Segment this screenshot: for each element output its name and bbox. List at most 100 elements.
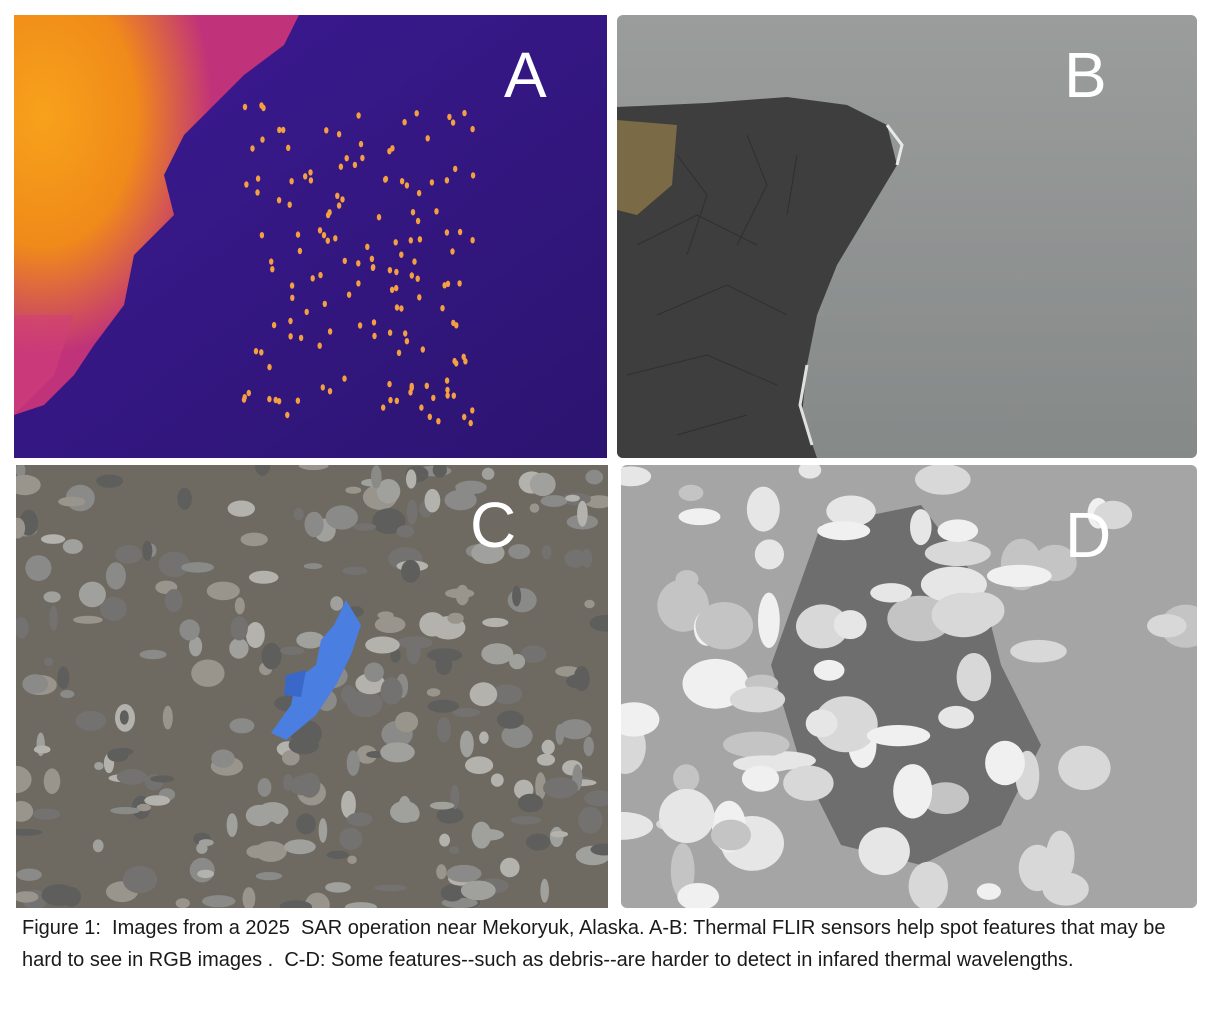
panel-label-b: B xyxy=(1064,39,1107,111)
seal-heat-spot xyxy=(470,125,475,133)
stone xyxy=(509,653,526,670)
seal-heat-spot xyxy=(276,197,282,204)
stone xyxy=(741,765,780,792)
seal-heat-spot xyxy=(288,333,293,340)
stone xyxy=(33,745,51,754)
stone xyxy=(406,499,418,525)
seal-heat-spot xyxy=(414,110,419,117)
stone xyxy=(508,544,531,560)
seal-heat-spot xyxy=(369,255,375,262)
seal-heat-spot xyxy=(396,349,402,356)
stone xyxy=(517,793,544,813)
stone xyxy=(229,638,249,659)
seal-heat-spot xyxy=(470,172,476,179)
rgb-rocky-shoreline-image xyxy=(617,15,1197,458)
stone xyxy=(280,646,305,656)
thermal-image-panel-d: D xyxy=(621,465,1197,908)
seal-heat-spot xyxy=(310,275,315,282)
seal-heat-spot xyxy=(327,328,333,335)
seal-heat-spot xyxy=(336,131,342,138)
stone xyxy=(234,597,245,615)
stone xyxy=(621,466,652,487)
seal-heat-spot xyxy=(394,397,399,404)
stone xyxy=(826,495,876,527)
stone xyxy=(372,508,406,535)
seal-heat-spot xyxy=(462,109,467,117)
stone xyxy=(460,730,474,758)
stone xyxy=(374,884,408,892)
stone xyxy=(723,731,790,758)
seal-heat-spot xyxy=(399,178,405,185)
stone xyxy=(584,599,595,609)
seal-heat-spot xyxy=(399,305,404,312)
panel-label-c: C xyxy=(470,489,517,561)
seal-heat-spot xyxy=(410,209,416,216)
seal-heat-spot xyxy=(468,419,473,427)
seal-heat-spot xyxy=(419,404,424,411)
stone xyxy=(58,496,86,507)
stone xyxy=(540,878,549,903)
stone xyxy=(817,521,871,541)
stone xyxy=(43,768,61,794)
stone xyxy=(162,705,173,730)
seal-heat-spot xyxy=(427,413,432,420)
stone xyxy=(75,710,107,731)
seal-heat-spot xyxy=(462,413,467,421)
stone xyxy=(206,581,240,601)
stone xyxy=(1018,844,1056,892)
stone xyxy=(541,739,555,755)
stone xyxy=(678,508,721,526)
seal-heat-spot xyxy=(404,338,410,345)
seal-heat-spot xyxy=(381,404,386,411)
seal-heat-spot xyxy=(445,386,450,394)
seal-heat-spot xyxy=(470,407,475,414)
stone xyxy=(659,788,715,844)
seal-heat-spot xyxy=(255,189,260,196)
seal-heat-spot xyxy=(246,389,251,397)
stone xyxy=(191,659,225,687)
rgb-debris-on-gravel-image xyxy=(16,465,608,908)
seal-heat-spot xyxy=(318,271,323,279)
stone xyxy=(296,813,316,835)
stone xyxy=(564,549,587,568)
figure-caption: Figure 1: Images from a 2025 SAR operati… xyxy=(22,917,1172,971)
seal-heat-spot xyxy=(457,228,463,236)
stone xyxy=(226,813,238,837)
stone xyxy=(261,642,282,670)
stone xyxy=(116,769,147,785)
stone xyxy=(49,605,58,631)
stone xyxy=(1093,500,1133,530)
stone xyxy=(444,489,477,511)
stone xyxy=(293,507,304,521)
stone xyxy=(100,596,127,621)
seal-heat-spot xyxy=(387,267,393,274)
stone xyxy=(426,688,441,697)
stone xyxy=(365,636,400,654)
stone xyxy=(202,895,236,908)
thermal-seal-colony-image xyxy=(14,15,607,458)
seal-heat-spot xyxy=(429,179,435,186)
seal-heat-spot xyxy=(356,112,361,119)
stone xyxy=(870,583,912,603)
seal-heat-spot xyxy=(452,357,457,365)
stone xyxy=(449,846,460,854)
seal-heat-spot xyxy=(336,202,342,209)
seal-heat-spot xyxy=(415,275,420,282)
seal-heat-spot xyxy=(304,308,309,316)
stone xyxy=(257,802,289,822)
stone xyxy=(584,790,608,807)
seal-heat-spot xyxy=(409,384,414,392)
seal-heat-spot xyxy=(360,154,365,162)
stone xyxy=(555,666,581,677)
stone xyxy=(196,842,208,854)
stone xyxy=(581,549,593,568)
stone xyxy=(139,649,167,660)
stone xyxy=(288,735,319,755)
stone xyxy=(419,612,446,637)
rgb-image-panel-b: B xyxy=(617,15,1197,458)
stone xyxy=(578,806,603,834)
seal-heat-spot xyxy=(442,282,447,289)
seal-heat-spot xyxy=(287,201,292,208)
seal-heat-spot xyxy=(424,382,429,389)
stone xyxy=(346,750,360,776)
